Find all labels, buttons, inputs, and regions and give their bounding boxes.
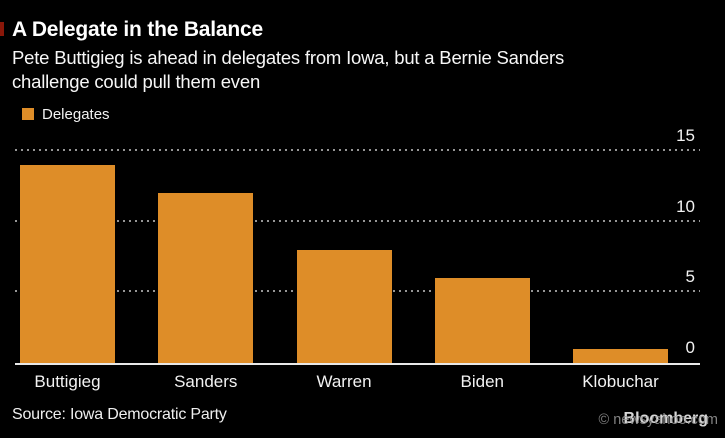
legend-swatch-icon bbox=[22, 108, 34, 120]
y-tick-label-5: 5 bbox=[685, 267, 695, 287]
x-axis-labels: Buttigieg Sanders Warren Biden Klobuchar bbox=[0, 372, 725, 392]
bar-klobuchar bbox=[573, 348, 668, 363]
y-tick-label-0: 0 bbox=[685, 338, 695, 357]
site-watermark: © newsyahoo.com bbox=[598, 412, 719, 428]
bloomberg-watermark: Bloomberg bbox=[623, 410, 708, 427]
y-tick-label-10: 10 bbox=[676, 196, 695, 216]
chart-legend: Delegates bbox=[22, 105, 110, 123]
x-tick-label-sanders: Sanders bbox=[174, 372, 238, 391]
subtitle-line-2: challenge could pull them even bbox=[12, 71, 261, 92]
x-tick-label-biden: Biden bbox=[460, 372, 504, 391]
chart-title: A Delegate in the Balance bbox=[12, 18, 263, 41]
bar-sanders bbox=[158, 193, 254, 363]
chart-subtitle: Pete Buttigieg is ahead in delegates fro… bbox=[12, 46, 564, 94]
x-tick-label-warren: Warren bbox=[316, 372, 372, 391]
x-tick-label-klobuchar: Klobuchar bbox=[582, 372, 659, 391]
bar-buttigieg bbox=[20, 165, 115, 363]
y-tick-label-15: 15 bbox=[676, 126, 695, 145]
plot-area: 0 5 10 15 bbox=[15, 126, 700, 365]
source-note: Source: Iowa Democratic Party bbox=[12, 406, 227, 423]
legend-label: Delegates bbox=[42, 105, 110, 123]
red-accent-mark bbox=[0, 22, 4, 36]
x-axis-baseline bbox=[15, 363, 700, 365]
subtitle-line-1: Pete Buttigieg is ahead in delegates fro… bbox=[12, 47, 565, 68]
gridline-y15 bbox=[15, 149, 700, 151]
bar-biden bbox=[434, 278, 530, 363]
bar-warren bbox=[296, 249, 392, 363]
x-tick-label-buttigieg: Buttigieg bbox=[34, 372, 101, 391]
watermark: Bloomberg © newsyahoo.com bbox=[588, 408, 719, 428]
gridline-y10 bbox=[15, 219, 700, 222]
